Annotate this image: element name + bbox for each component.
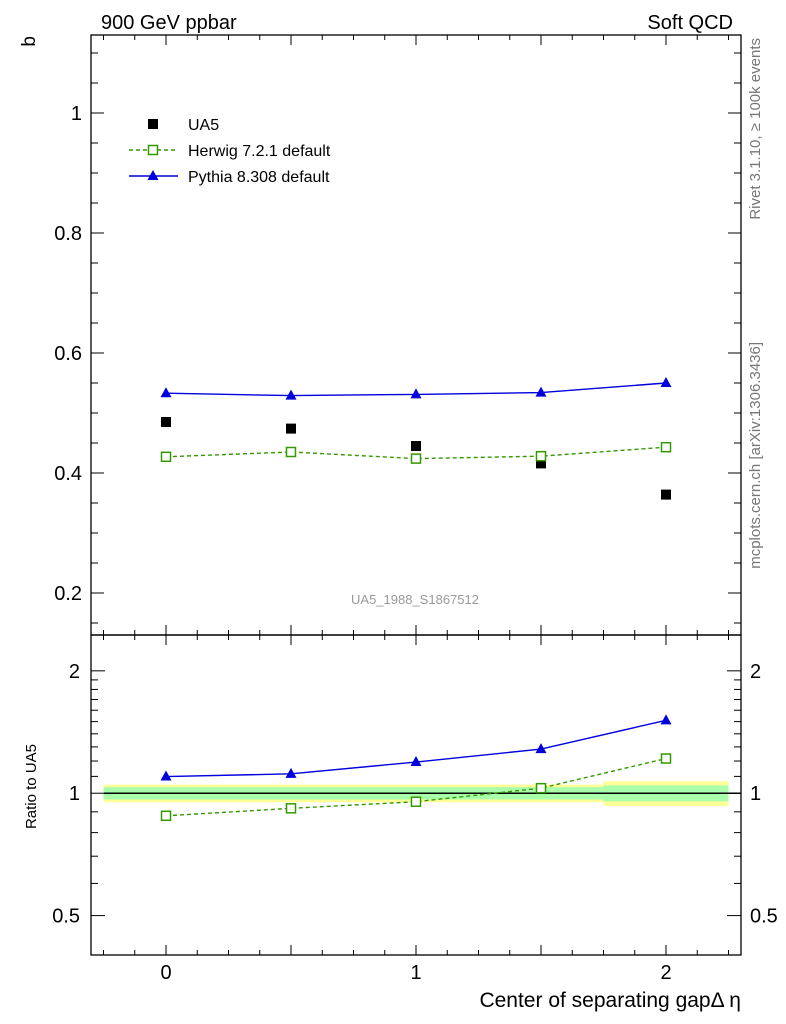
ratio-y-axis-label: Ratio to UA5 [23, 744, 40, 829]
main-plot: UA5 Herwig 7.2.1 default Pythia 8.308 defa… [54, 34, 742, 636]
legend-label-herwig: Herwig 7.2.1 default [188, 143, 331, 160]
pythia-point [660, 377, 672, 387]
ua5-point [161, 417, 171, 427]
x-tick-label: 2 [660, 962, 671, 984]
x-tick-label: 1 [410, 962, 421, 984]
ratio-y-tick-label-right: 0.5 [750, 906, 778, 928]
legend: UA5 Herwig 7.2.1 default Pythia 8.308 defa… [129, 117, 331, 186]
ratio-pythia-point [285, 767, 297, 778]
ratio-y-tick-label-right: 2 [750, 661, 761, 683]
ratio-pythia-line [165, 719, 667, 778]
ratio-plot-marks [104, 714, 741, 822]
ratio-herwig-point [660, 753, 672, 764]
side-text-bottom: mcplots.cern.ch [arXiv:1306.3436] [747, 342, 764, 569]
ratio-herwig-point [285, 803, 297, 814]
ratio-plot: 0.5 0.5 1 1 2 2 0 1 2 [52, 634, 778, 984]
pythia-point [285, 389, 297, 400]
ratio-y-tick-label: 2 [69, 661, 80, 683]
ua5-point [411, 441, 421, 451]
main-y-tick-label: 1 [71, 103, 82, 125]
ratio-y-tick-label-right: 1 [750, 783, 761, 805]
legend-label-ua5: UA5 [188, 117, 219, 134]
main-y-axis-label: b [19, 36, 40, 47]
pythia-point [535, 386, 547, 397]
ua5-point [536, 458, 546, 469]
ratio-herwig-point [410, 796, 422, 807]
x-axis-label: Center of separating gapΔ η [479, 989, 741, 1012]
header-left: 900 GeV ppbar [101, 12, 237, 34]
ratio-herwig-point [535, 782, 547, 794]
herwig-point [535, 450, 547, 462]
pythia-point [160, 387, 172, 398]
legend-marker-pythia [147, 170, 159, 180]
ua5-point [661, 489, 671, 500]
legend-label-pythia: Pythia 8.308 default [188, 169, 330, 186]
ratio-pythia-point [160, 770, 172, 781]
x-tick-label: 0 [160, 962, 171, 984]
header-right: Soft QCD [647, 12, 733, 34]
ratio-pythia-point [410, 756, 422, 767]
ratio-pythia-point [535, 743, 547, 754]
legend-marker-ua5 [148, 119, 158, 129]
ratio-y-tick-label: 0.5 [52, 906, 80, 928]
herwig-point [160, 451, 172, 463]
main-y-tick-label: 0.6 [54, 343, 82, 365]
herwig-point [410, 453, 422, 464]
main-y-tick-label: 0.2 [54, 583, 82, 605]
ratio-herwig-point [160, 810, 172, 822]
herwig-point [660, 441, 672, 453]
main-y-tick-label: 0.8 [54, 223, 82, 245]
watermark: UA5_1988_S1867512 [351, 592, 479, 607]
side-text-top: Rivet 3.1.10, ≥ 100k events [747, 38, 764, 220]
herwig-point [285, 446, 297, 458]
pythia-point [410, 388, 422, 399]
ua5-point [286, 423, 296, 434]
ratio-plot-axes: 0.5 0.5 1 1 2 2 0 1 2 [52, 634, 778, 984]
main-plot-marks [160, 377, 672, 500]
legend-marker-herwig [147, 144, 159, 156]
ratio-pythia-point [660, 714, 672, 725]
main-y-tick-label: 0.4 [54, 463, 82, 485]
ratio-y-tick-label: 1 [69, 783, 80, 805]
